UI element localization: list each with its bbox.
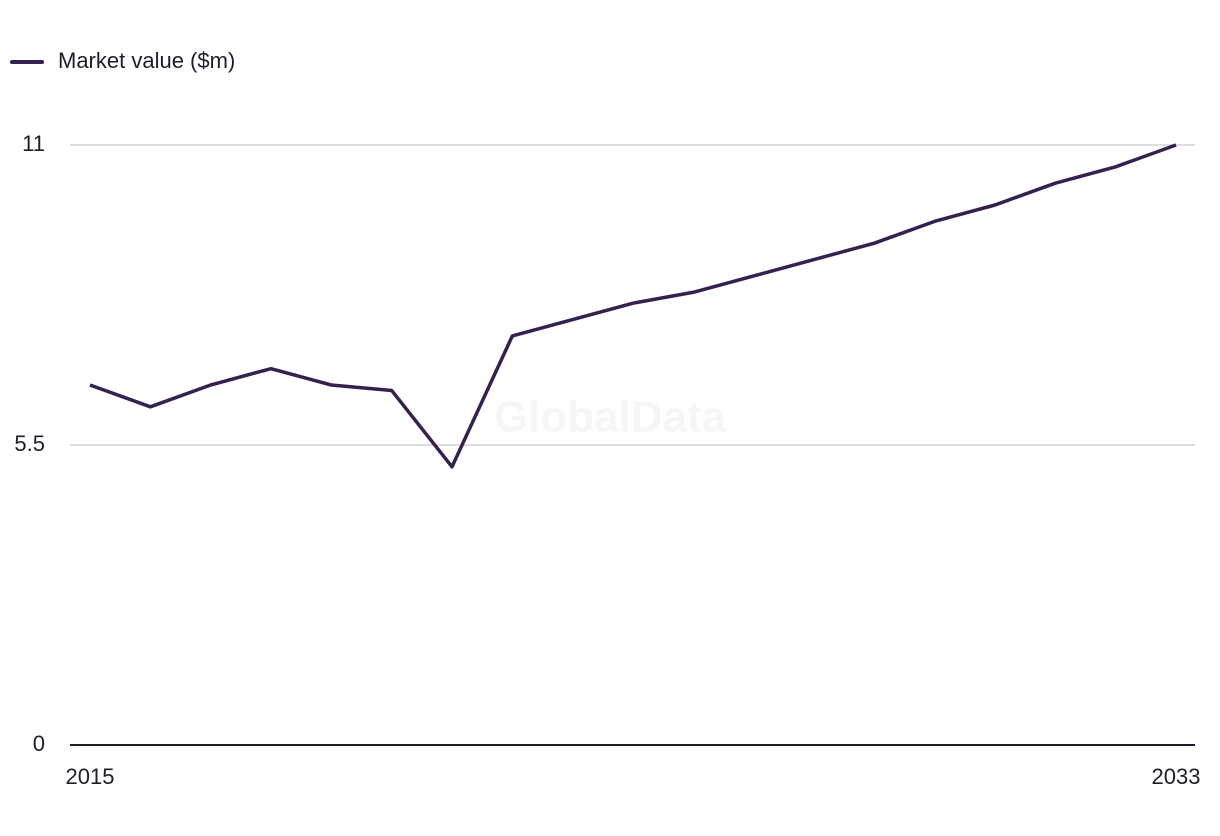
y-tick-label: 11: [22, 131, 45, 156]
x-tick-label: 2015: [66, 764, 115, 789]
x-tick-label: 2033: [1152, 764, 1201, 789]
watermark: GlobalData: [494, 393, 727, 442]
legend-label: Market value ($m): [58, 48, 235, 73]
y-tick-label: 0: [33, 731, 45, 756]
line-series: [89, 143, 1177, 469]
y-tick-label: 5.5: [14, 431, 45, 456]
